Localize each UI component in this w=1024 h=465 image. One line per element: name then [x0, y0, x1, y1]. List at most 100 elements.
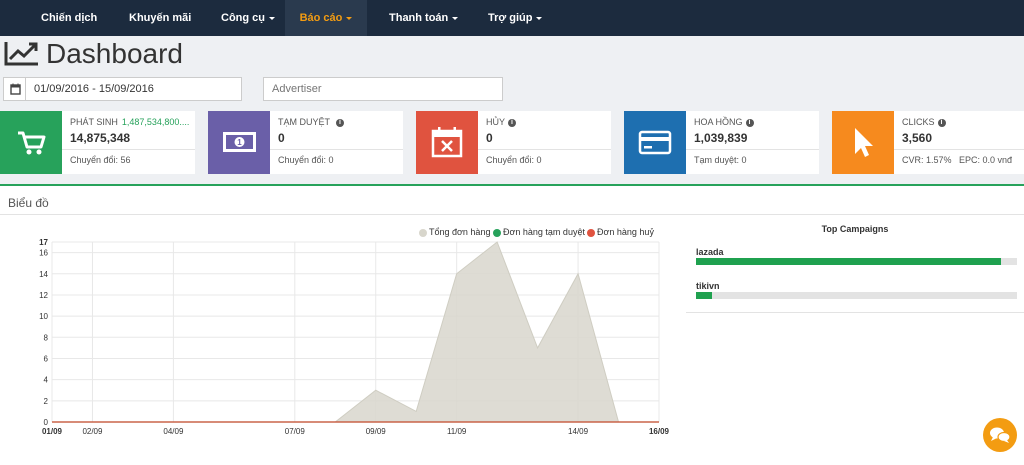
advertiser-input[interactable] [263, 77, 503, 101]
x-tick-label: 09/09 [366, 427, 387, 436]
x-tick-label: 02/09 [82, 427, 103, 436]
y-tick-label: 2 [44, 397, 49, 406]
nav-item-tools[interactable]: Công cụ [221, 0, 275, 36]
stat-card-clicks: CLICKS i 3,560 CVR: 1.57% EPC: 0.0 vnđ [832, 111, 1024, 174]
money-icon: 1 [208, 111, 270, 174]
x-tick-label: 16/09 [649, 427, 670, 436]
card-label: CLICKS i [902, 117, 946, 127]
card-label-text: TẠM DUYỆT [278, 117, 331, 127]
legend-swatch [419, 228, 427, 237]
caret-down-icon [452, 16, 459, 20]
nav-label: Công cụ [221, 12, 265, 24]
divider [686, 149, 819, 150]
legend-cancelled-orders[interactable]: Đơn hàng huỷ [587, 227, 654, 237]
y-tick-label: 0 [44, 418, 49, 427]
nav-item-payments[interactable]: Thanh toán [389, 0, 459, 36]
chat-icon [990, 427, 1011, 443]
y-tick-label: 12 [39, 291, 48, 300]
credit-card-icon [624, 111, 686, 174]
card-label: HỦY i [486, 117, 517, 127]
info-icon[interactable]: i [508, 118, 517, 127]
nav-label: Khuyến mãi [129, 12, 192, 24]
cart-icon [0, 111, 62, 174]
top-navigation: Chiến dịch Khuyến mãi Công cụ Báo cáo Th… [0, 0, 1024, 36]
divider [686, 312, 1024, 313]
card-value: 3,560 [902, 131, 933, 145]
legend-swatch [493, 228, 501, 237]
y-tick-label: 8 [44, 333, 49, 342]
card-label: PHÁT SINH 1,487,534,800.... [70, 117, 189, 127]
y-tick-label: 16 [39, 249, 48, 258]
divider [270, 149, 403, 150]
nav-label: Báo cáo [299, 12, 343, 24]
card-label-text: HỦY [486, 117, 506, 127]
panel-title: Biểu đồ [8, 196, 49, 210]
line-chart-icon [4, 42, 38, 66]
top-campaigns-title: Top Campaigns [821, 224, 889, 234]
divider [894, 149, 1024, 150]
chat-button[interactable] [983, 418, 1017, 452]
campaign-bar-tikivn [696, 292, 1017, 299]
x-tick-label: 14/09 [568, 427, 589, 436]
card-label: TẠM DUYỆT i [278, 117, 345, 127]
card-label-text: PHÁT SINH [70, 117, 118, 127]
svg-text:1: 1 [237, 138, 242, 147]
nav-item-reports[interactable]: Báo cáo [285, 0, 367, 36]
orders-area-chart: 0 2 4 6 8 10 12 14 16 17 01/09 02/09 04/09 07/09 09/09… [39, 238, 670, 436]
y-tick-label: 17 [39, 238, 48, 247]
card-footer: Tạm duyệt: 0 [694, 155, 747, 165]
legend-label: Đơn hàng huỷ [597, 227, 654, 237]
legend-label: Đơn hàng tạm duyệt [503, 227, 585, 237]
nav-item-help[interactable]: Trợ giúp [488, 0, 543, 36]
y-tick-label: 10 [39, 312, 48, 321]
card-value: 1,039,839 [694, 131, 748, 145]
y-tick-label: 14 [39, 270, 48, 279]
caret-down-icon [346, 16, 353, 20]
card-footer: CVR: 1.57% EPC: 0.0 vnđ [902, 155, 1013, 165]
card-footer: Chuyển đổi: 0 [278, 155, 334, 165]
campaign-name: tikivn [696, 281, 720, 291]
campaign-bar-lazada [696, 258, 1017, 265]
card-label: HOA HỒNG i [694, 117, 754, 127]
stat-card-generated: PHÁT SINH 1,487,534,800.... 14,875,348 Ch… [0, 111, 195, 174]
card-sub-value: 1,487,534,800.... [121, 117, 190, 127]
stat-card-cancelled: HỦY i 0 Chuyển đổi: 0 [416, 111, 611, 174]
info-icon[interactable]: i [336, 118, 345, 127]
card-footer: Chuyển đổi: 56 [70, 155, 131, 165]
cursor-icon [832, 111, 894, 174]
calendar-icon [4, 78, 26, 100]
date-range-value: 01/09/2016 - 15/09/2016 [34, 83, 154, 95]
nav-label: Trợ giúp [488, 12, 533, 24]
info-icon[interactable]: i [745, 118, 754, 127]
campaign-bar-fill [696, 258, 1001, 265]
x-tick-label: 07/09 [285, 427, 306, 436]
stat-card-pending: 1 TẠM DUYỆT i 0 Chuyển đổi: 0 [208, 111, 403, 174]
nav-item-campaigns[interactable]: Chiến dịch [41, 0, 97, 36]
y-tick-label: 6 [44, 354, 49, 363]
caret-down-icon [269, 16, 275, 20]
card-value: 14,875,348 [70, 131, 131, 145]
card-value: 0 [278, 131, 285, 145]
legend-total-orders[interactable]: Tổng đơn hàng [419, 227, 490, 237]
chart-panel: Biểu đồ Tổng đơn hàng Đơn hàng tạm duyệt… [0, 184, 1024, 465]
campaign-name: lazada [696, 247, 724, 257]
divider [0, 214, 1024, 215]
legend-pending-orders[interactable]: Đơn hàng tạm duyệt [493, 227, 585, 237]
card-value: 0 [486, 131, 493, 145]
card-label-text: HOA HỒNG [694, 117, 743, 127]
divider [62, 149, 195, 150]
nav-item-promotions[interactable]: Khuyến mãi [129, 0, 191, 36]
nav-label: Thanh toán [389, 12, 449, 24]
info-icon[interactable]: i [937, 118, 946, 127]
series-area-total-orders [52, 241, 659, 423]
date-range-picker[interactable]: 01/09/2016 - 15/09/2016 [3, 77, 242, 101]
calendar-cancel-icon [416, 111, 478, 174]
page-title: Dashboard [46, 38, 183, 69]
x-tick-label: 01/09 [42, 427, 63, 436]
legend-label: Tổng đơn hàng [429, 227, 491, 237]
stat-card-commission: HOA HỒNG i 1,039,839 Tạm duyệt: 0 [624, 111, 819, 174]
nav-label: Chiến dịch [41, 12, 98, 24]
card-footer: Chuyển đổi: 0 [486, 155, 542, 165]
y-tick-label: 4 [44, 376, 49, 385]
caret-down-icon [536, 16, 543, 20]
